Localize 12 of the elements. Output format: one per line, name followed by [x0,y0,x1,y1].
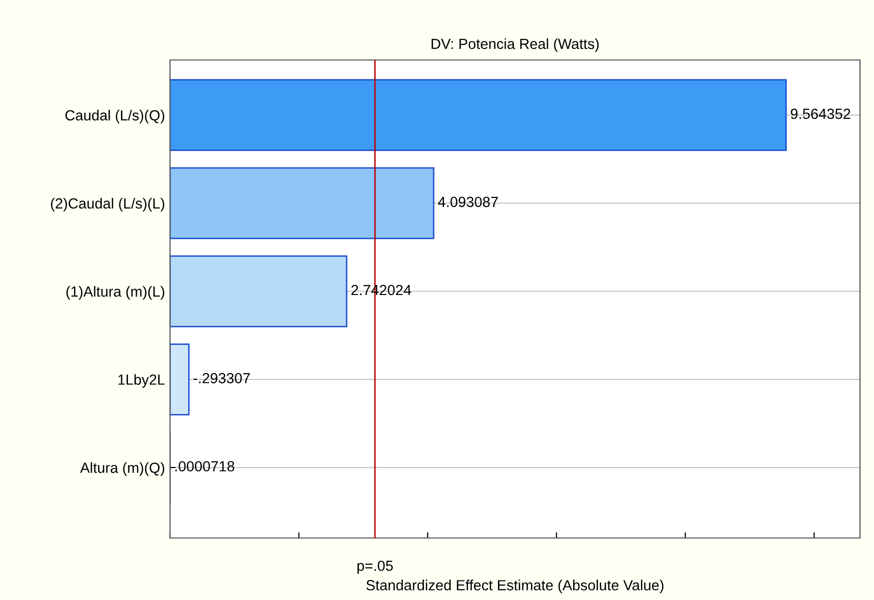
y-tick-label: Altura (m)(Q) [80,462,164,476]
data-label: 9.564352 [790,108,850,119]
x-axis-title: Standardized Effect Estimate (Absolute Value) [366,580,664,594]
y-tick-label: (1)Altura (m)(L) [66,286,164,300]
annotation: -.293307 [194,372,250,384]
data-label: .0000718 [175,461,234,472]
chart-title: DV: Potencia Real (Watts) [432,38,599,52]
data-label: 4.093087 [438,196,498,208]
y-tick-label: Caudal (L/s)(Q) [65,110,164,124]
ref-line-label: p=.05 [357,560,393,574]
y-tick-label: (2)Caudal (L/s)(L) [50,198,164,212]
y-tick-label: 1Lby2L [118,374,165,388]
